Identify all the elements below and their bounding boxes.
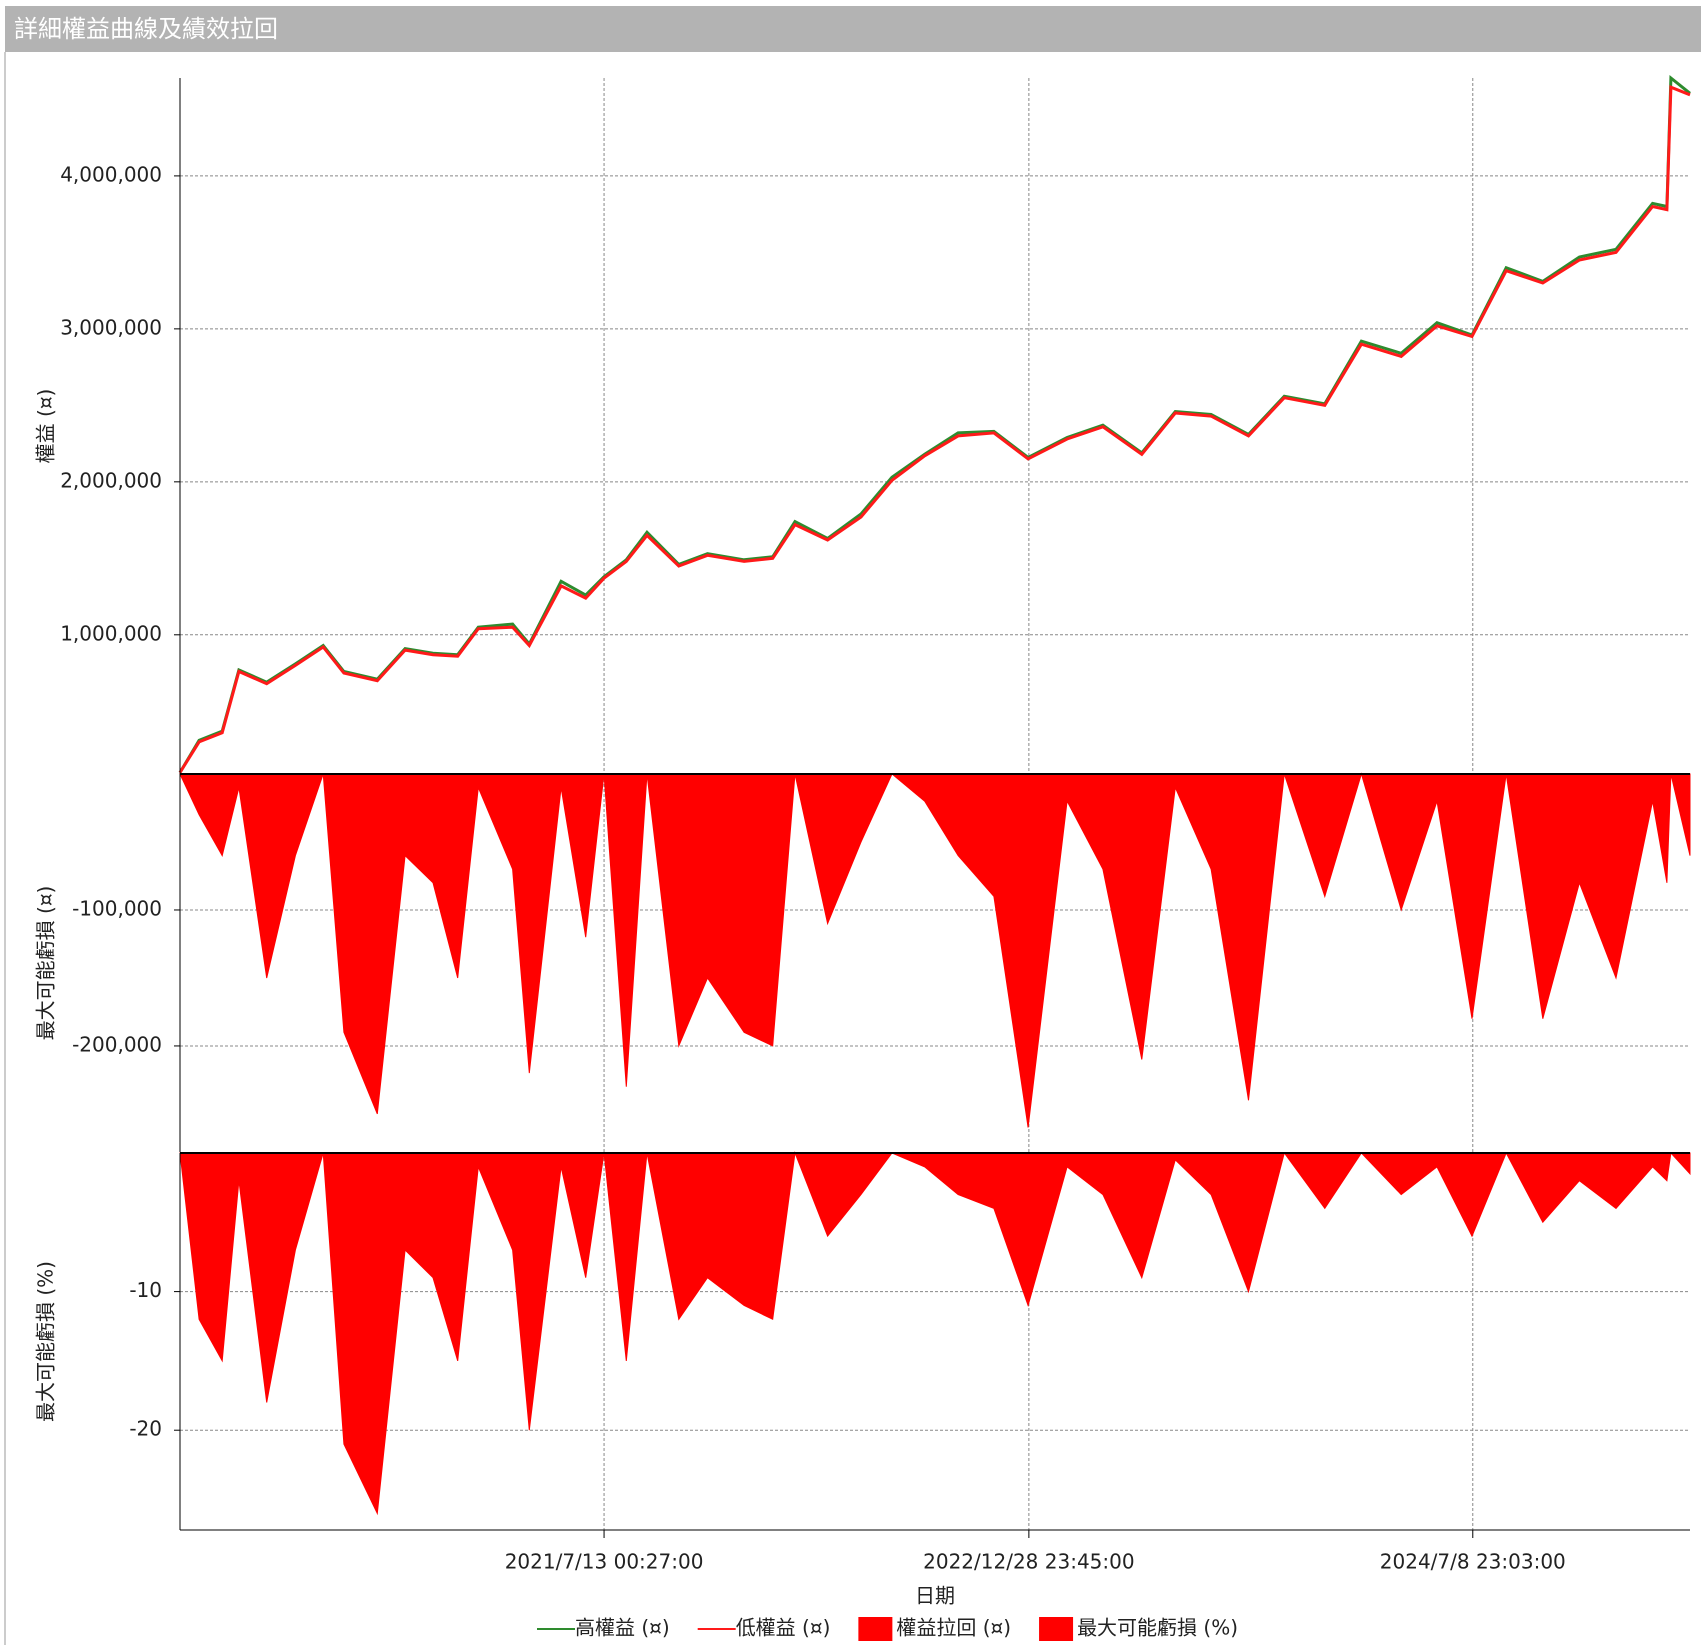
- y-tick-label: -20: [129, 1417, 162, 1441]
- legend-label: 最大可能虧損 (%): [1077, 1616, 1238, 1640]
- y-tick-label: -200,000: [72, 1032, 162, 1056]
- y-axis-title: 最大可能虧損 (¤): [34, 886, 58, 1041]
- legend-swatch: [1039, 1617, 1074, 1641]
- x-tick-label: 2024/7/8 23:03:00: [1380, 1550, 1566, 1574]
- y-axis-title: 權益 (¤): [34, 389, 58, 464]
- legend-label: 高權益 (¤): [575, 1616, 670, 1640]
- x-axis-title: 日期: [915, 1584, 955, 1608]
- legend-label: 低權益 (¤): [736, 1616, 831, 1640]
- y-tick-label: -10: [129, 1278, 162, 1302]
- legend-label: 權益拉回 (¤): [896, 1616, 1011, 1640]
- x-tick-label: 2022/12/28 23:45:00: [923, 1550, 1134, 1574]
- header-title: 詳細權益曲線及績效拉回: [14, 15, 278, 43]
- drawdown-area: [179, 1151, 1691, 1516]
- y-tick-label: 1,000,000: [60, 621, 162, 645]
- y-tick-label: 4,000,000: [60, 162, 162, 186]
- y-tick-label: -100,000: [72, 896, 162, 920]
- y-tick-label: 3,000,000: [60, 315, 162, 339]
- equity-line: [178, 85, 1691, 774]
- y-tick-label: 2,000,000: [60, 468, 162, 492]
- header-bar: [5, 6, 1701, 52]
- x-tick-label: 2021/7/13 00:27:00: [505, 1550, 704, 1574]
- y-axis-title: 最大可能虧損 (%): [34, 1261, 58, 1422]
- legend-swatch: [858, 1617, 893, 1641]
- drawdown-area: [179, 772, 1691, 1128]
